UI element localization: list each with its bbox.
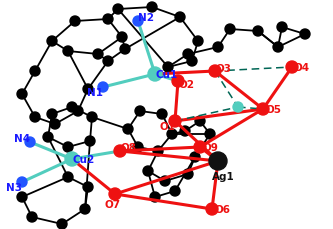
- Text: O6: O6: [214, 204, 230, 214]
- Circle shape: [190, 152, 200, 162]
- Circle shape: [27, 212, 37, 222]
- Circle shape: [57, 219, 67, 229]
- Circle shape: [50, 120, 60, 129]
- Circle shape: [148, 68, 162, 82]
- Text: O8: O8: [120, 142, 136, 152]
- Text: O2: O2: [178, 80, 194, 90]
- Circle shape: [167, 129, 177, 139]
- Circle shape: [103, 57, 113, 67]
- Circle shape: [98, 83, 108, 93]
- Circle shape: [209, 66, 221, 78]
- Text: Cu1: Cu1: [156, 70, 178, 80]
- Circle shape: [123, 124, 133, 134]
- Text: Cu2: Cu2: [73, 154, 95, 164]
- Circle shape: [209, 152, 227, 170]
- Circle shape: [273, 43, 283, 53]
- Circle shape: [172, 76, 184, 88]
- Text: O3: O3: [215, 64, 231, 74]
- Circle shape: [113, 5, 123, 15]
- Circle shape: [183, 50, 193, 60]
- Circle shape: [300, 30, 310, 40]
- Circle shape: [70, 17, 80, 27]
- Circle shape: [180, 126, 190, 136]
- Circle shape: [25, 137, 35, 147]
- Circle shape: [65, 152, 79, 166]
- Circle shape: [143, 166, 153, 176]
- Circle shape: [87, 112, 97, 123]
- Circle shape: [169, 115, 181, 128]
- Circle shape: [187, 57, 197, 67]
- Circle shape: [157, 109, 167, 120]
- Text: N4: N4: [14, 134, 30, 143]
- Circle shape: [160, 176, 170, 186]
- Circle shape: [153, 146, 163, 156]
- Circle shape: [17, 90, 27, 100]
- Circle shape: [67, 103, 77, 112]
- Circle shape: [147, 3, 157, 13]
- Text: O9: O9: [202, 142, 218, 152]
- Circle shape: [205, 129, 215, 139]
- Circle shape: [85, 136, 95, 146]
- Circle shape: [233, 103, 243, 112]
- Circle shape: [103, 15, 113, 25]
- Text: N2: N2: [138, 13, 154, 23]
- Circle shape: [135, 106, 145, 117]
- Circle shape: [30, 112, 40, 123]
- Circle shape: [47, 109, 57, 120]
- Circle shape: [133, 17, 143, 27]
- Circle shape: [175, 13, 185, 23]
- Circle shape: [63, 172, 73, 182]
- Circle shape: [80, 204, 90, 214]
- Circle shape: [120, 45, 130, 55]
- Circle shape: [83, 85, 93, 95]
- Circle shape: [225, 25, 235, 35]
- Circle shape: [257, 104, 269, 115]
- Text: Ag1: Ag1: [212, 171, 234, 181]
- Circle shape: [114, 145, 126, 157]
- Circle shape: [17, 177, 27, 187]
- Text: O1: O1: [159, 121, 175, 131]
- Circle shape: [163, 63, 173, 73]
- Circle shape: [47, 37, 57, 47]
- Circle shape: [133, 142, 143, 152]
- Circle shape: [150, 192, 160, 202]
- Circle shape: [193, 37, 203, 47]
- Circle shape: [195, 117, 205, 126]
- Circle shape: [117, 33, 127, 43]
- Text: O4: O4: [294, 63, 310, 73]
- Circle shape: [63, 142, 73, 152]
- Circle shape: [286, 62, 298, 74]
- Circle shape: [213, 43, 223, 53]
- Circle shape: [30, 67, 40, 77]
- Circle shape: [194, 141, 206, 153]
- Circle shape: [170, 186, 180, 196]
- Circle shape: [63, 47, 73, 57]
- Text: O5: O5: [265, 105, 281, 114]
- Circle shape: [183, 169, 193, 179]
- Text: N1: N1: [87, 88, 103, 98]
- Circle shape: [17, 192, 27, 202]
- Circle shape: [277, 23, 287, 33]
- Circle shape: [253, 27, 263, 37]
- Circle shape: [93, 50, 103, 60]
- Circle shape: [73, 106, 83, 117]
- Text: O7: O7: [105, 199, 121, 209]
- Circle shape: [43, 132, 53, 142]
- Circle shape: [83, 182, 93, 192]
- Circle shape: [206, 203, 218, 215]
- Circle shape: [109, 188, 121, 200]
- Text: N3: N3: [6, 182, 22, 192]
